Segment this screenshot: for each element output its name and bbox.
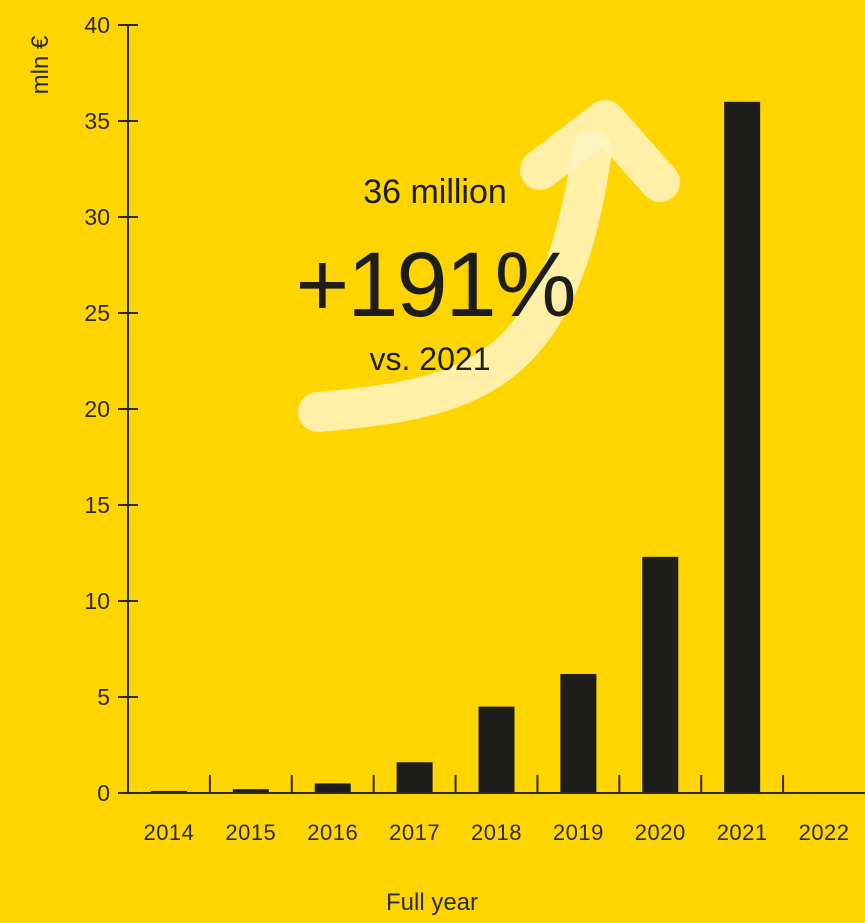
x-tick-label: 2014 <box>143 820 194 845</box>
y-axis: 0 5 10 15 20 25 30 35 40 <box>84 12 138 806</box>
x-tick-label: 2016 <box>307 820 358 845</box>
y-tick-label: 20 <box>84 396 110 422</box>
bar-2015 <box>232 789 269 793</box>
bar-2020 <box>642 556 679 793</box>
bar-2021 <box>724 101 761 794</box>
x-tick-label: 2019 <box>553 820 604 845</box>
x-axis-title: Full year <box>386 889 478 916</box>
x-tick-label: 2015 <box>225 820 276 845</box>
x-tick-label: 2020 <box>635 820 686 845</box>
bar-2019 <box>560 673 597 793</box>
annotation-top: 36 million <box>363 173 507 211</box>
x-tick-label: 2018 <box>471 820 522 845</box>
bars-group <box>150 101 761 794</box>
growth-arrow <box>298 100 680 432</box>
y-tick-label: 10 <box>84 588 110 614</box>
x-tick-label: 2017 <box>389 820 440 845</box>
x-tick-label: 2021 <box>717 820 768 845</box>
y-tick-label: 30 <box>84 204 110 230</box>
x-axis: 2014 2015 2016 2017 2018 2019 2020 2021 2022 <box>128 775 865 845</box>
y-tick-label: 40 <box>84 12 110 38</box>
bar-2016 <box>314 783 351 793</box>
y-tick-label: 0 <box>97 780 110 806</box>
annotation-bottom: vs. 2021 <box>370 341 491 377</box>
y-tick-label: 25 <box>84 300 110 326</box>
growth-arrow-head <box>520 100 680 202</box>
growth-arrow-shaft <box>298 130 612 432</box>
y-axis-title: mln € <box>27 35 54 94</box>
annotation-percent: +191% <box>295 234 574 336</box>
x-tick-label: 2022 <box>799 820 850 845</box>
y-tick-label: 35 <box>84 108 110 134</box>
bar-2017 <box>396 762 433 793</box>
bar-2018 <box>478 706 515 793</box>
y-tick-label: 5 <box>97 684 110 710</box>
y-tick-label: 15 <box>84 492 110 518</box>
